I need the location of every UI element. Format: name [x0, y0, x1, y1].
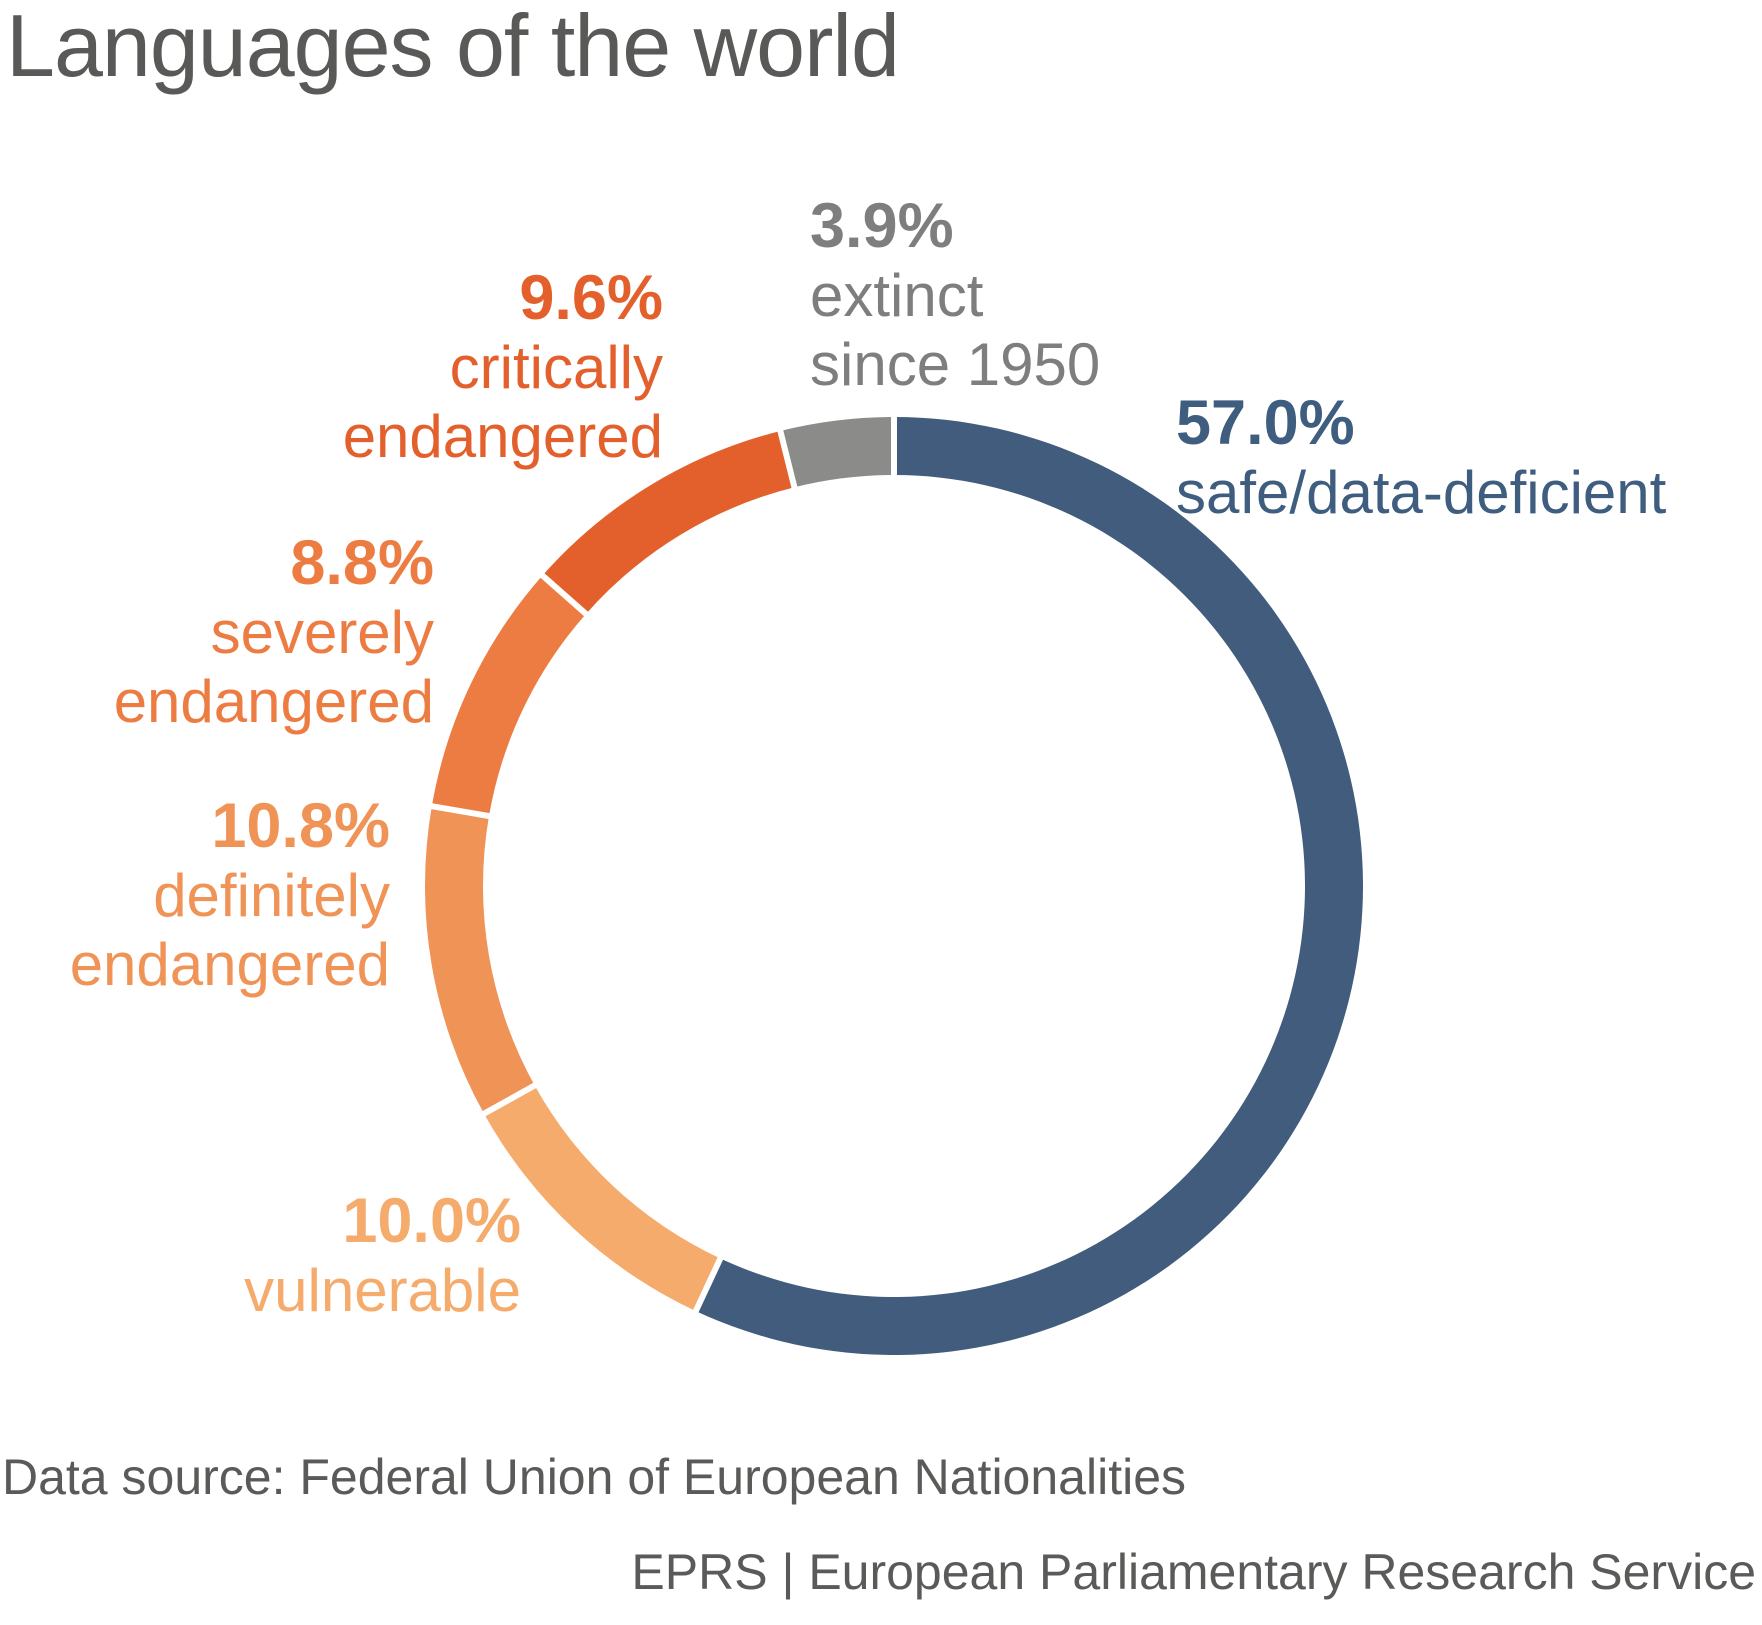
segment-name-line: endangered: [69, 931, 390, 998]
segment-label-extinct-since-1950: 3.9% extinct since 1950: [810, 192, 1100, 399]
segment-separator: [776, 427, 799, 491]
chart-title: Languages of the world: [6, 0, 900, 95]
segment-name-line: endangered: [113, 668, 434, 735]
segment-name-line: vulnerable: [244, 1257, 521, 1324]
publisher-credit: EPRS | European Parliamentary Research S…: [631, 1544, 1756, 1600]
segment-percent: 8.8%: [290, 528, 434, 598]
segment-label-critically-endangered: 9.6% critically endangered: [343, 264, 663, 471]
segment-percent: 3.9%: [810, 191, 954, 261]
segment-name-line: endangered: [342, 403, 663, 470]
segment-percent: 57.0%: [1176, 388, 1355, 458]
segment-name-line: extinct: [810, 262, 984, 329]
segment-name-line: definitely: [153, 862, 390, 929]
segment-name-line: safe/data-deficient: [1176, 459, 1667, 526]
segment-separator: [479, 1081, 539, 1118]
donut-segment-extinct-since-1950: [780, 417, 894, 488]
segment-percent: 10.8%: [211, 791, 390, 861]
segment-name-line: severely: [210, 599, 434, 666]
segment-name-line: since 1950: [810, 331, 1101, 398]
donut-segment-definitely-endangered: [424, 806, 535, 1114]
segment-label-definitely-endangered: 10.8% definitely endangered: [70, 792, 390, 999]
segment-name-line: critically: [449, 334, 663, 401]
segment-label-severely-endangered: 8.8% severely endangered: [114, 529, 434, 736]
donut-segment-vulnerable: [483, 1085, 721, 1312]
segment-percent: 9.6%: [519, 263, 663, 333]
data-source-note: Data source: Federal Union of European N…: [2, 1449, 1187, 1505]
segment-percent: 10.0%: [342, 1186, 521, 1256]
segment-separator: [538, 571, 591, 619]
segment-label-safe-data-deficient: 57.0% safe/data-deficient: [1176, 389, 1666, 527]
donut-segment-severely-endangered: [431, 575, 586, 817]
segment-separator: [691, 1254, 725, 1316]
segment-label-vulnerable: 10.0% vulnerable: [244, 1187, 521, 1325]
donut-segment-critically-endangered: [542, 430, 795, 614]
donut-segment-safe-data-deficient: [695, 417, 1363, 1355]
segment-separator: [428, 802, 493, 820]
